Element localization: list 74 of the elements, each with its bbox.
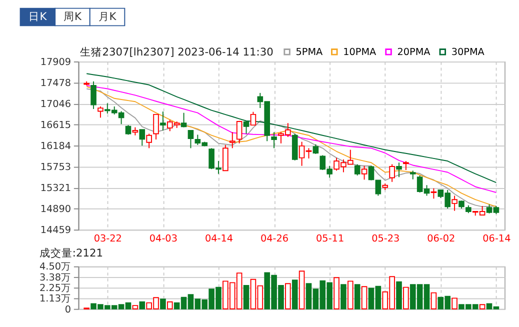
- line-series: [86, 73, 497, 184]
- y-tick-label: 17478: [40, 78, 72, 89]
- candlestick: [222, 144, 228, 172]
- candlestick: [125, 124, 132, 136]
- candlestick: [160, 111, 166, 132]
- y-tick-label: 0: [64, 304, 72, 316]
- candlestick: [229, 132, 236, 149]
- candlestick: [250, 111, 256, 126]
- bar: [403, 286, 409, 310]
- candlestick: [375, 180, 382, 196]
- bar: [361, 286, 368, 310]
- x-tick-label: 04-26: [260, 234, 289, 245]
- bar: [348, 280, 354, 310]
- bar: [396, 281, 402, 310]
- bar: [160, 298, 166, 310]
- y-tick-label: 15753: [40, 162, 72, 173]
- candlestick: [361, 165, 368, 180]
- candlestick: [354, 164, 360, 176]
- legend-label: 20PMA: [397, 46, 431, 58]
- candlestick: [312, 144, 319, 154]
- bar: [479, 304, 486, 310]
- candlestick: [139, 129, 146, 146]
- candlestick: [243, 120, 250, 134]
- y-tick-label: 17046: [40, 98, 72, 110]
- y-tick-label: 3.38万: [40, 272, 72, 284]
- x-tick-label: 06-14: [482, 234, 511, 245]
- legend-label: 30PMA: [451, 46, 485, 58]
- bar: [285, 283, 291, 310]
- legend-label: 5PMA: [296, 46, 324, 58]
- bar: [132, 305, 138, 310]
- bar: [167, 301, 173, 310]
- bar: [139, 301, 146, 310]
- candlestick: [180, 112, 187, 128]
- candlestick: [271, 132, 277, 149]
- candlestick: [368, 165, 374, 181]
- y-tick-label: 15321: [40, 182, 72, 194]
- y-tick-label: 2.25万: [40, 282, 72, 294]
- y-tick-label: 4.50万: [40, 262, 72, 273]
- chart-title: 成交量:2121: [39, 246, 103, 260]
- candlestick: [430, 188, 437, 200]
- x-tick-label: 04-03: [149, 234, 178, 245]
- candlestick: [153, 114, 159, 140]
- bar: [452, 298, 458, 310]
- y-tick-label: 17909: [40, 56, 72, 68]
- bar: [243, 284, 250, 310]
- x-tick-label: 06-02: [427, 234, 456, 245]
- chart-title: 生猪2307[lh2307] 2023-06-14 11:30: [80, 46, 274, 59]
- candlestick: [188, 130, 194, 149]
- text: 月K: [98, 10, 118, 23]
- text: 周K: [64, 10, 82, 23]
- x-tick-label: 05-23: [372, 234, 400, 245]
- candlestick: [452, 195, 458, 212]
- x-tick-label: 05-11: [316, 234, 344, 245]
- candlestick: [98, 106, 104, 118]
- candlestick: [90, 80, 96, 110]
- candlestick: [146, 133, 152, 149]
- bar: [430, 292, 437, 310]
- y-tick-label: 14890: [40, 204, 72, 215]
- y-tick-label: 16184: [40, 140, 72, 152]
- candlestick: [396, 162, 402, 178]
- y-tick-label: 16615: [40, 120, 72, 131]
- candlestick: [236, 120, 242, 144]
- bar: [298, 270, 305, 310]
- y-tick-label: 1.13万: [40, 294, 72, 305]
- y-tick-label: 14459: [40, 225, 72, 236]
- bar: [334, 277, 340, 310]
- bar: [292, 280, 298, 310]
- bar: [354, 284, 360, 310]
- x-tick-label: 04-14: [204, 234, 234, 245]
- text: 日K: [28, 10, 48, 23]
- x-tick-label: 03-22: [94, 234, 122, 245]
- bar: [340, 284, 346, 310]
- legend-label: 10PMA: [343, 46, 377, 58]
- candlestick: [389, 164, 395, 182]
